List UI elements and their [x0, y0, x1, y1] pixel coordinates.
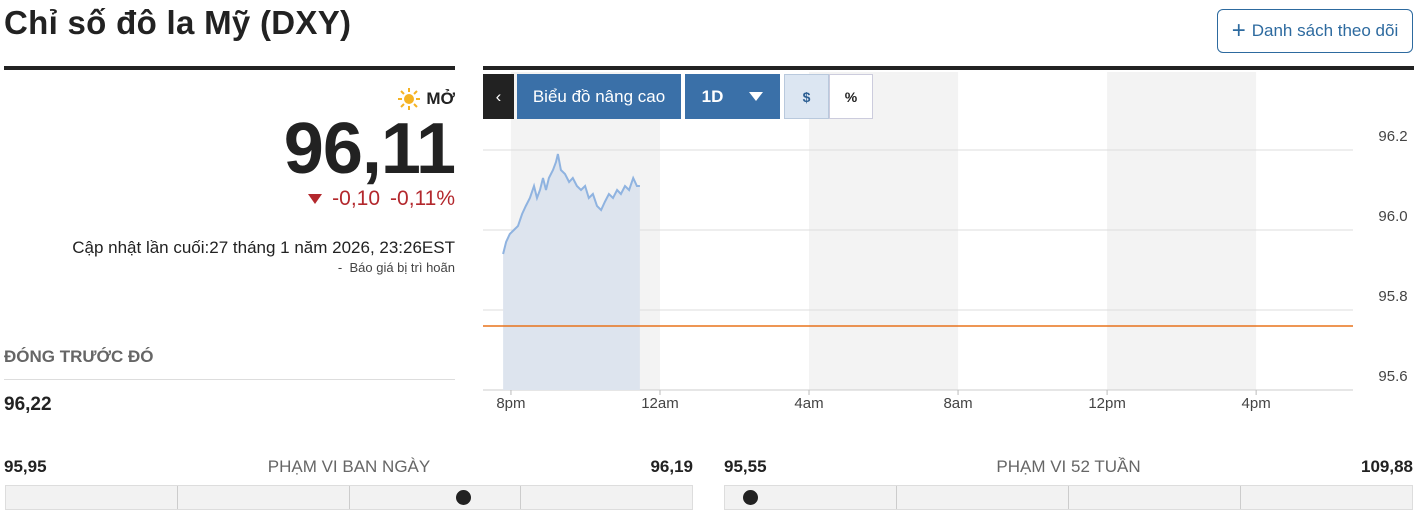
watchlist-label: Danh sách theo dõi: [1251, 21, 1399, 40]
caret: [749, 92, 764, 101]
line: [502, 153, 640, 255]
x-tick-label: 12am: [641, 395, 679, 412]
prev-close-label: ĐÓNG TRƯỚC ĐÓ: [4, 347, 154, 366]
day-range-bar: [5, 485, 693, 510]
rule: [483, 66, 1414, 70]
day-range-dot: [456, 490, 472, 505]
session-band: [1107, 72, 1257, 390]
change: -0,10 -0,11%: [200, 187, 455, 211]
percent-toggle[interactable]: %: [829, 74, 873, 119]
advanced-chart-button[interactable]: Biểu đồ nâng cao: [517, 74, 681, 119]
currency-toggle[interactable]: $: [784, 74, 829, 119]
status-text: MỞ: [426, 89, 455, 108]
rule: [4, 66, 455, 70]
collapse-button[interactable]: ‹: [483, 74, 514, 119]
week52-range-dot: [743, 490, 759, 505]
area: [503, 154, 640, 390]
interval-select[interactable]: 1D: [685, 74, 780, 119]
day-high: 96,19: [650, 457, 693, 476]
divider: [4, 379, 455, 380]
day-range-label: PHẠM VI BAN NGÀY: [267, 457, 431, 476]
change-value: -0,10: [332, 187, 381, 210]
delay-note: - Báo giá bị trì hoãn: [337, 260, 455, 275]
watchlist-button[interactable]: + Danh sách theo dõi: [1217, 9, 1413, 53]
x-tick-label: 4am: [794, 395, 823, 412]
x-tick-label: 8am: [943, 395, 972, 412]
y-tick-label: 96.0: [1378, 208, 1407, 225]
prev-close-value: 96,22: [4, 394, 52, 415]
interval-label: 1D: [701, 86, 724, 106]
y-tick-label: 96.2: [1378, 128, 1407, 145]
x-tick-label: 4pm: [1242, 395, 1271, 412]
last-updated: Cập nhật lần cuối:27 tháng 1 năm 2026, 2…: [72, 238, 455, 257]
week52-range-label: PHẠM VI 52 TUẦN: [996, 457, 1141, 476]
x-tick-label: 8pm: [496, 395, 525, 412]
sun-icon: [398, 88, 421, 110]
week52-high: 109,88: [1361, 457, 1413, 476]
chart: 95.6 95.8 96.0 96.2 8pm 12am 4am 8am 12pm 4pm: [483, 72, 1408, 412]
page-title: Chỉ số đô la Mỹ (DXY): [4, 4, 352, 41]
market-status: MỞ: [300, 88, 455, 110]
x-tick-label: 12pm: [1088, 395, 1126, 412]
day-low: 95,95: [4, 457, 47, 476]
y-tick-label: 95.6: [1378, 368, 1407, 385]
change-percent: -0,11%: [390, 187, 455, 210]
week52-range-bar: [724, 485, 1413, 510]
y-tick-label: 95.8: [1378, 288, 1407, 305]
session-band: [809, 72, 959, 390]
week52-low: 95,55: [724, 457, 767, 476]
price: 96,11: [283, 109, 456, 189]
down-arrow: [308, 194, 323, 204]
